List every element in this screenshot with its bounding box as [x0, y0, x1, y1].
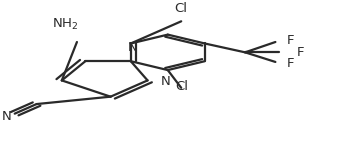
- Text: NH$_2$: NH$_2$: [52, 17, 78, 32]
- Text: Cl: Cl: [176, 80, 189, 93]
- Text: N: N: [1, 110, 11, 123]
- Text: Cl: Cl: [175, 2, 188, 15]
- Text: N: N: [161, 75, 171, 88]
- Text: F: F: [296, 46, 304, 59]
- Text: N: N: [128, 41, 138, 54]
- Text: F: F: [287, 34, 295, 47]
- Text: F: F: [287, 57, 295, 70]
